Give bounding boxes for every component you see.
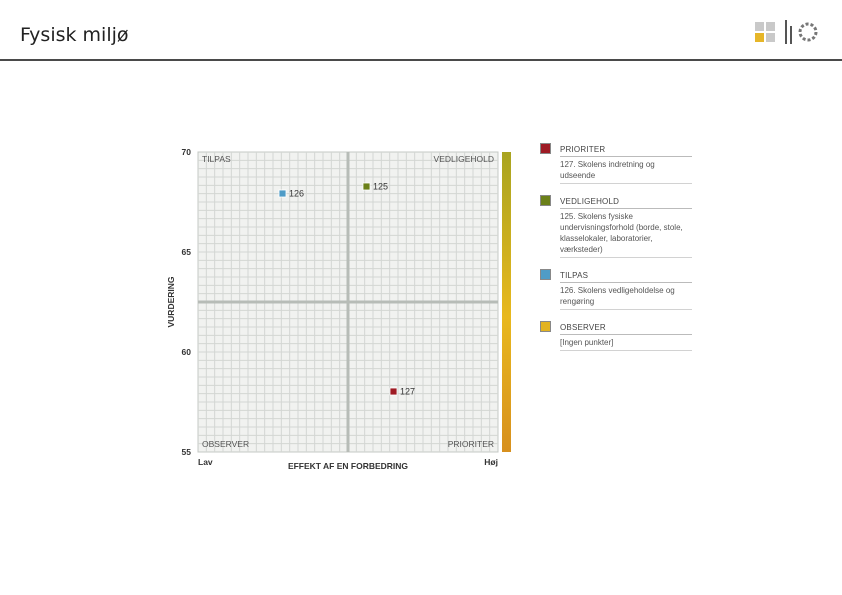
quadrant-label-observer: OBSERVER xyxy=(202,439,249,449)
x-axis-low-label: Lav xyxy=(198,457,213,467)
legend-description: 127. Skolens indretning og udseende xyxy=(560,157,692,184)
legend-item-prioriter: PRIORITER 127. Skolens indretning og uds… xyxy=(540,143,692,184)
quadrant-label-tilpas: TILPAS xyxy=(202,154,231,164)
quadrant-label-prioriter: PRIORITER xyxy=(448,439,494,449)
data-point-label: 125 xyxy=(373,182,388,192)
brand-logo-icon xyxy=(755,20,818,44)
priority-gradient-bar xyxy=(502,152,511,452)
quadrant-label-vedligehold: VEDLIGEHOLD xyxy=(434,154,494,164)
header-divider xyxy=(0,59,842,61)
page-title: Fysisk miljø xyxy=(20,24,129,46)
y-axis-label: VURDERING xyxy=(166,276,176,327)
data-point-label: 126 xyxy=(289,189,304,199)
data-point-127 xyxy=(389,387,398,396)
legend-swatch-prioriter xyxy=(540,143,551,154)
legend-item-tilpas: TILPAS 126. Skolens vedligeholdelse og r… xyxy=(540,269,692,310)
x-axis-high-label: Høj xyxy=(484,457,498,467)
priority-matrix-chart: TILPAS VEDLIGEHOLD OBSERVER PRIORITER 70… xyxy=(160,140,700,480)
legend-name: PRIORITER xyxy=(560,143,692,157)
legend: PRIORITER 127. Skolens indretning og uds… xyxy=(540,143,692,362)
data-point-125 xyxy=(362,182,371,191)
legend-description: 125. Skolens fysiske undervisningsforhol… xyxy=(560,209,692,258)
data-points: 126 125 127 xyxy=(278,182,415,397)
legend-name: VEDLIGEHOLD xyxy=(560,195,692,209)
chart-canvas: TILPAS VEDLIGEHOLD OBSERVER PRIORITER 70… xyxy=(166,147,511,471)
legend-description: 126. Skolens vedligeholdelse og rengørin… xyxy=(560,283,692,310)
y-tick-label: 70 xyxy=(182,147,192,157)
legend-swatch-tilpas xyxy=(540,269,551,280)
y-tick-label: 55 xyxy=(182,447,192,457)
legend-name: OBSERVER xyxy=(560,321,692,335)
legend-swatch-vedligehold xyxy=(540,195,551,206)
legend-description: [Ingen punkter] xyxy=(560,335,692,351)
data-point-126 xyxy=(278,189,287,198)
x-axis-label: EFFEKT AF EN FORBEDRING xyxy=(288,461,408,471)
data-point-label: 127 xyxy=(400,387,415,397)
legend-item-vedligehold: VEDLIGEHOLD 125. Skolens fysiske undervi… xyxy=(540,195,692,258)
quadrant-dividers xyxy=(198,152,498,452)
y-tick-label: 60 xyxy=(182,347,192,357)
legend-swatch-observer xyxy=(540,321,551,332)
legend-name: TILPAS xyxy=(560,269,692,283)
y-axis-ticks: 70 65 60 55 xyxy=(182,147,192,457)
y-tick-label: 65 xyxy=(182,247,192,257)
legend-item-observer: OBSERVER [Ingen punkter] xyxy=(540,321,692,351)
